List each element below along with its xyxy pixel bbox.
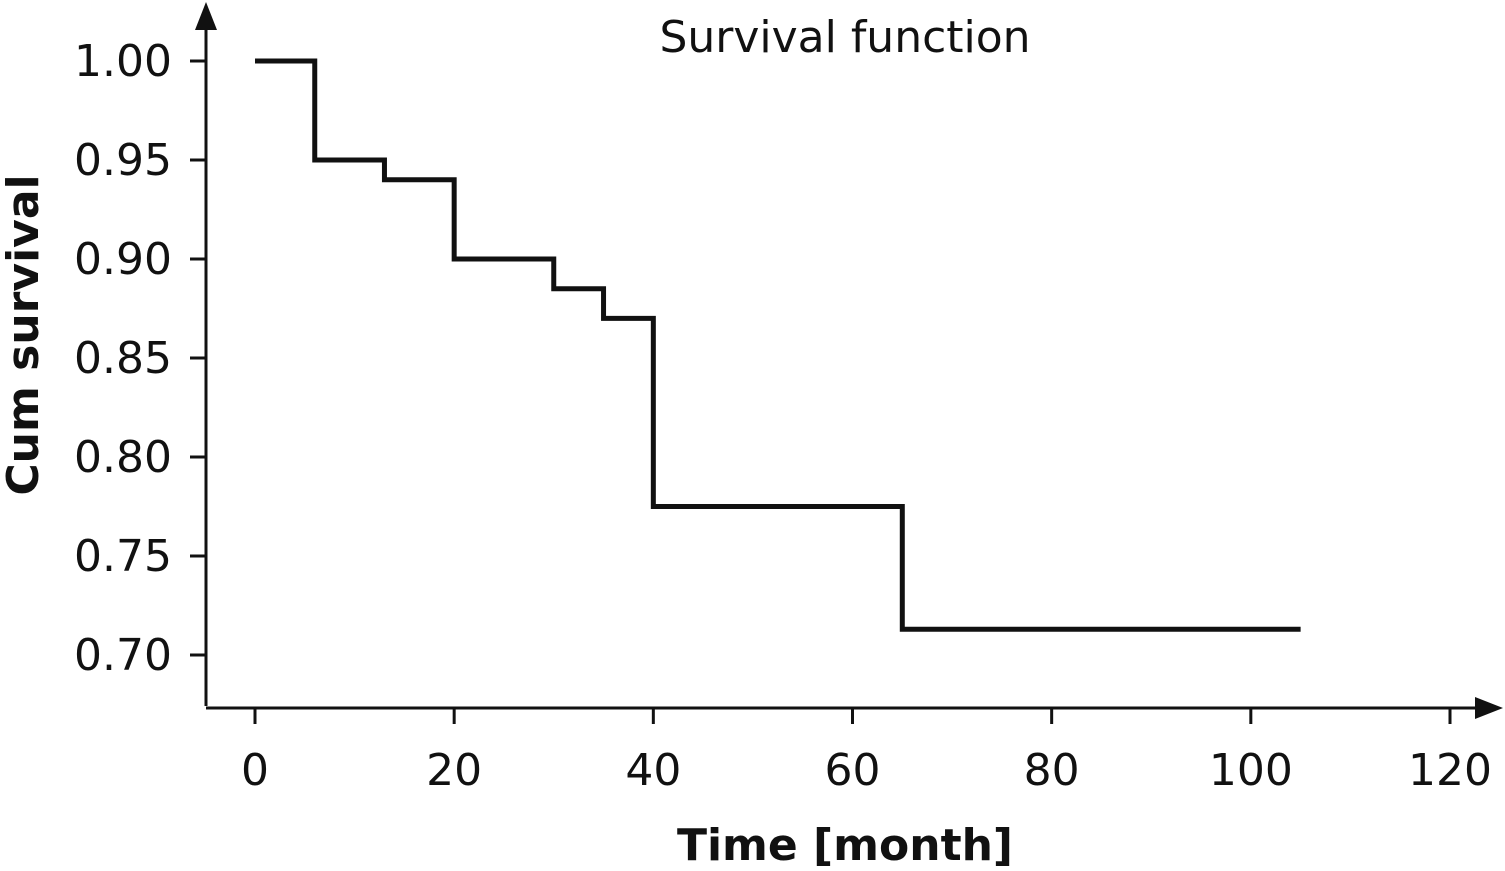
- x-tick-label: 0: [241, 745, 269, 796]
- y-tick-label: 0.95: [74, 135, 172, 186]
- y-tick-label: 0.75: [74, 531, 172, 582]
- y-axis-arrow-icon: [195, 2, 217, 30]
- x-tick-label: 20: [426, 745, 482, 796]
- survival-step-line: [255, 58, 1301, 632]
- x-axis-label: Time [month]: [677, 820, 1013, 871]
- y-axis-ticks: 1.00 0.95 0.90 0.85 0.80 0.75 0.70: [74, 36, 206, 681]
- x-tick-label: 120: [1408, 745, 1492, 796]
- x-tick-label: 60: [825, 745, 881, 796]
- y-tick-label: 0.80: [74, 432, 172, 483]
- y-tick-label: 0.70: [74, 630, 172, 681]
- y-tick-label: 1.00: [74, 36, 172, 87]
- x-tick-label: 40: [625, 745, 681, 796]
- y-tick-label: 0.90: [74, 234, 172, 285]
- x-axis-arrow-icon: [1475, 697, 1503, 719]
- x-tick-label: 100: [1209, 745, 1293, 796]
- x-tick-label: 80: [1024, 745, 1080, 796]
- x-axis-ticks: 0 20 40 60 80 100 120: [241, 708, 1492, 796]
- chart-title: Survival function: [659, 12, 1030, 63]
- y-tick-label: 0.85: [74, 333, 172, 384]
- y-axis-label: Cum survival: [0, 174, 49, 495]
